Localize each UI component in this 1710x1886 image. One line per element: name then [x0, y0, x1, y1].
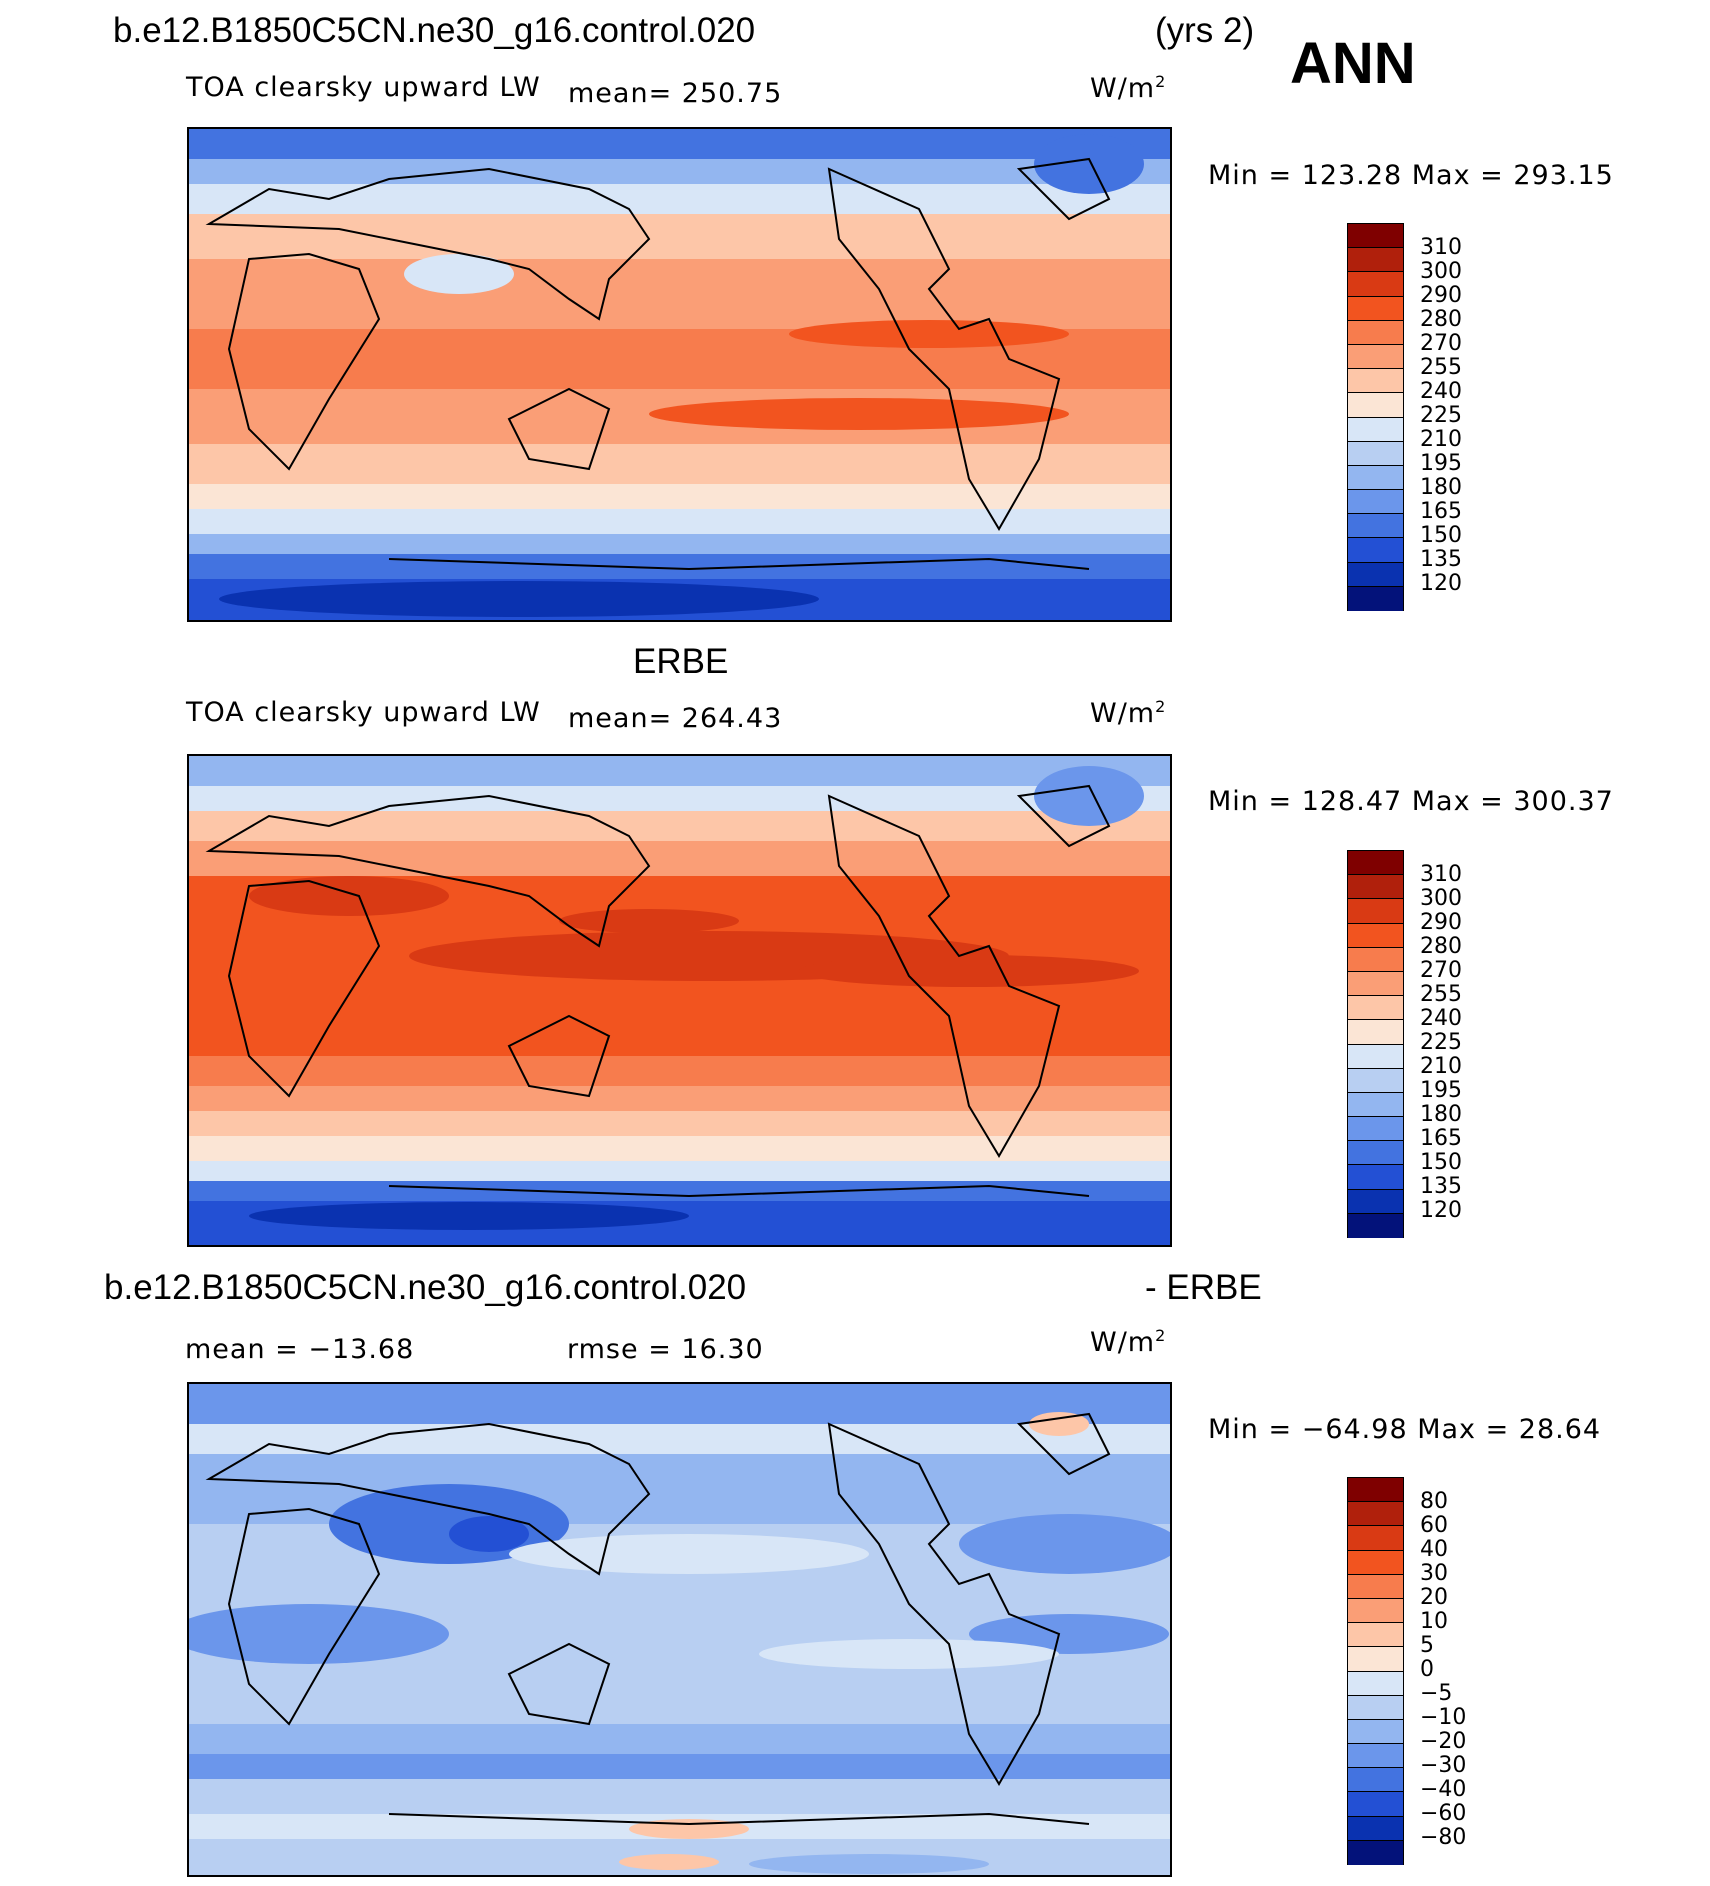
- panel3-tick: 10: [1420, 1609, 1448, 1634]
- panel2-tick: 180: [1420, 1102, 1462, 1127]
- panel1-tick: 255: [1420, 355, 1462, 380]
- panel1-tick: 270: [1420, 331, 1462, 356]
- panel3-tick: 40: [1420, 1537, 1448, 1562]
- season-label: ANN: [1290, 31, 1416, 96]
- panel1-tick: 195: [1420, 451, 1462, 476]
- panel3-tick: −80: [1420, 1825, 1467, 1850]
- panel3-mean-label: mean = −13.68: [185, 1334, 415, 1365]
- panel1-tick: 280: [1420, 307, 1462, 332]
- panel3-tick: 20: [1420, 1585, 1448, 1610]
- panel1-tick: 150: [1420, 523, 1462, 548]
- panel1-map: [187, 127, 1172, 622]
- panel1-tick: 300: [1420, 259, 1462, 284]
- panel3-tick: 0: [1420, 1657, 1434, 1682]
- panel1-tick: 180: [1420, 475, 1462, 500]
- panel3-tick: 60: [1420, 1513, 1448, 1538]
- panel1-field-label: TOA clearsky upward LW: [186, 72, 541, 103]
- panel2-tick: 165: [1420, 1126, 1462, 1151]
- panel2-tick: 300: [1420, 886, 1462, 911]
- panel2-tick: 290: [1420, 910, 1462, 935]
- panel1-minmax: Min = 123.28 Max = 293.15: [1208, 160, 1614, 191]
- panel2-tick: 280: [1420, 934, 1462, 959]
- panel2-tick: 150: [1420, 1150, 1462, 1175]
- panel3-tick: 30: [1420, 1561, 1448, 1586]
- panel2-tick: 270: [1420, 958, 1462, 983]
- panel3-tick: 5: [1420, 1633, 1434, 1658]
- case-title: b.e12.B1850C5CN.ne30_g16.control.020: [113, 11, 756, 50]
- panel3-tick: 80: [1420, 1489, 1448, 1514]
- panel2-tick: 225: [1420, 1030, 1462, 1055]
- years-label: (yrs 2): [1155, 11, 1255, 50]
- panel2-tick: 120: [1420, 1198, 1462, 1223]
- panel3-minmax: Min = −64.98 Max = 28.64: [1208, 1414, 1602, 1445]
- panel2-tick: 310: [1420, 862, 1462, 887]
- panel3-tick: −30: [1420, 1753, 1467, 1778]
- panel1-tick: 165: [1420, 499, 1462, 524]
- panel2-colorbar: [1347, 850, 1404, 1238]
- panel2-minmax: Min = 128.47 Max = 300.37: [1208, 786, 1614, 817]
- panel3-units: W/m2: [1090, 1326, 1167, 1358]
- panel3-tick: −10: [1420, 1705, 1467, 1730]
- panel1-tick: 120: [1420, 571, 1462, 596]
- panel1-tick: 290: [1420, 283, 1462, 308]
- panel3-title: b.e12.B1850C5CN.ne30_g16.control.020: [104, 1268, 747, 1307]
- panel2-tick: 135: [1420, 1174, 1462, 1199]
- panel3-map: [187, 1382, 1172, 1877]
- panel2-tick: 195: [1420, 1078, 1462, 1103]
- panel1-mean-label: mean= 250.75: [568, 78, 783, 109]
- panel3-tick: −5: [1420, 1681, 1453, 1706]
- panel1-tick: 225: [1420, 403, 1462, 428]
- panel2-tick: 255: [1420, 982, 1462, 1007]
- panel3-rmse-label: rmse = 16.30: [567, 1334, 764, 1365]
- panel3-colorbar: [1347, 1477, 1404, 1865]
- panel2-mean-label: mean= 264.43: [568, 703, 783, 734]
- panel1-units: W/m2: [1090, 72, 1167, 104]
- panel1-tick: 240: [1420, 379, 1462, 404]
- panel1-colorbar: [1347, 223, 1404, 611]
- panel2-tick: 210: [1420, 1054, 1462, 1079]
- panel1-tick: 210: [1420, 427, 1462, 452]
- panel3-tick: −20: [1420, 1729, 1467, 1754]
- panel3-tick: −60: [1420, 1801, 1467, 1826]
- panel2-tick: 240: [1420, 1006, 1462, 1031]
- panel1-tick: 310: [1420, 235, 1462, 260]
- panel2-field-label: TOA clearsky upward LW: [186, 697, 541, 728]
- panel2-map: [187, 754, 1172, 1247]
- panel2-units: W/m2: [1090, 697, 1167, 729]
- panel1-tick: 135: [1420, 547, 1462, 572]
- panel3-title-right: - ERBE: [1145, 1268, 1262, 1307]
- panel3-tick: −40: [1420, 1777, 1467, 1802]
- panel2-title: ERBE: [633, 642, 729, 681]
